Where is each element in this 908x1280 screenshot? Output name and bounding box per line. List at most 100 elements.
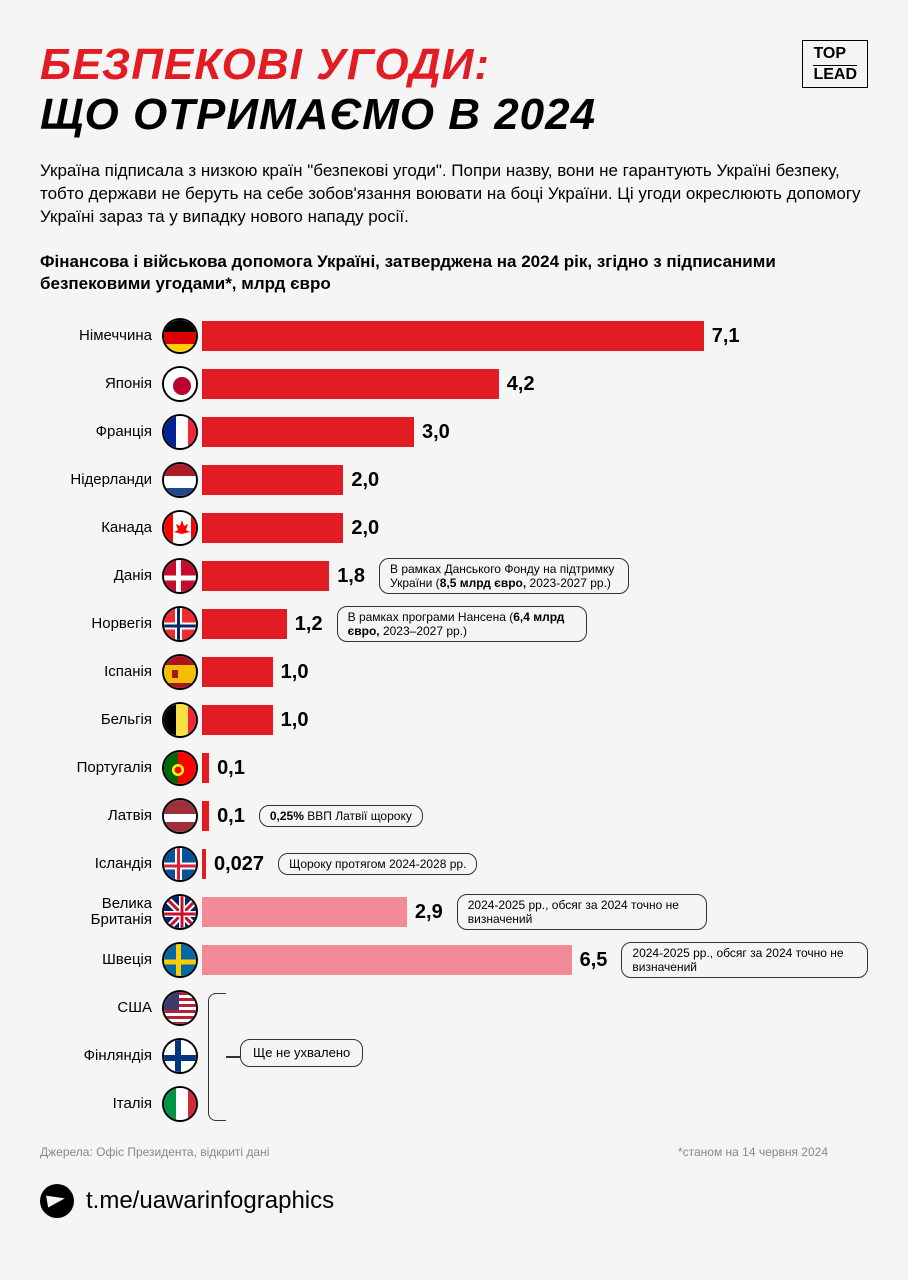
flag-icon bbox=[162, 750, 198, 786]
chart-row: Німеччина7,1 bbox=[40, 315, 868, 357]
country-label: Велика Британія bbox=[40, 896, 160, 929]
flag-icon bbox=[162, 606, 198, 642]
country-label: Норвегія bbox=[40, 616, 160, 633]
country-label: Бельгія bbox=[40, 712, 160, 729]
bar-value: 1,0 bbox=[281, 709, 309, 732]
flag-icon bbox=[162, 318, 198, 354]
bar-value: 0,1 bbox=[217, 805, 245, 828]
chart-row: Велика Британія2,92024-2025 рр., обсяг з… bbox=[40, 891, 868, 933]
bar-container: 0,1 0,25% ВВП Латвії щороку bbox=[200, 801, 868, 831]
country-label: Італія bbox=[40, 1096, 160, 1113]
bar-value: 2,0 bbox=[351, 517, 379, 540]
bar-container: 6,5 2024-2025 рр., обсяг за 2024 точно не… bbox=[200, 942, 868, 979]
country-label: Нідерланди bbox=[40, 472, 160, 489]
bar bbox=[202, 609, 287, 639]
bar-value: 6,5 bbox=[580, 949, 608, 972]
chart-row: Латвія 0,1 0,25% ВВП Латвії щороку bbox=[40, 795, 868, 837]
bar-value: 2,9 bbox=[415, 901, 443, 924]
bar-value: 2,0 bbox=[351, 469, 379, 492]
telegram-icon bbox=[40, 1184, 74, 1218]
bar-container: 0,1 bbox=[200, 753, 868, 783]
chart-row: Нідерланди 2,0 bbox=[40, 459, 868, 501]
bar bbox=[202, 465, 343, 495]
bar-value: 4,2 bbox=[507, 373, 535, 396]
bar-container: 2,0 bbox=[200, 465, 868, 495]
country-label: Іспанія bbox=[40, 664, 160, 681]
bar-container: 0,027Щороку протягом 2024-2028 рр. bbox=[200, 849, 868, 879]
flag-icon bbox=[162, 990, 198, 1026]
bar-container: 2,0 bbox=[200, 513, 868, 543]
flag-icon bbox=[162, 654, 198, 690]
chart-row: Бельгія 1,0 bbox=[40, 699, 868, 741]
bar-chart: Німеччина7,1 Японія 4,2 Франція 3,0 Нідерланд… bbox=[40, 315, 868, 1125]
country-label: Латвія bbox=[40, 808, 160, 825]
country-label: Португалія bbox=[40, 760, 160, 777]
bar-value: 0,1 bbox=[217, 757, 245, 780]
bar bbox=[202, 897, 407, 927]
country-label: Японія bbox=[40, 376, 160, 393]
bar-value: 0,027 bbox=[214, 853, 264, 876]
footer-link: t.me/uawarinfographics bbox=[86, 1187, 334, 1215]
flag-icon bbox=[162, 414, 198, 450]
country-label: Данія bbox=[40, 568, 160, 585]
chart-row: США bbox=[40, 987, 868, 1029]
bar bbox=[202, 369, 499, 399]
chart-row: Швеція 6,5 2024-2025 рр., обсяг за 2024 то… bbox=[40, 939, 868, 981]
chart-row: Фінляндія bbox=[40, 1035, 868, 1077]
bar bbox=[202, 417, 414, 447]
chart-row: Канада 2,0 bbox=[40, 507, 868, 549]
bar-container: 4,2 bbox=[200, 369, 868, 399]
country-label: Канада bbox=[40, 520, 160, 537]
chart-row: Франція 3,0 bbox=[40, 411, 868, 453]
annotation: В рамках програми Нансена (6,4 млрд євро… bbox=[337, 606, 587, 643]
bar bbox=[202, 705, 273, 735]
flag-icon bbox=[162, 846, 198, 882]
flag-icon bbox=[162, 894, 198, 930]
title-line1: БЕЗПЕКОВІ УГОДИ: bbox=[40, 40, 868, 90]
flag-icon bbox=[162, 558, 198, 594]
header: БЕЗПЕКОВІ УГОДИ: ЩО ОТРИМАЄМО В 2024 TOP… bbox=[40, 40, 868, 140]
bar-container: 7,1 bbox=[200, 321, 868, 351]
description-text: Україна підписала з низкою країн "безпек… bbox=[40, 160, 868, 229]
bar-container: 1,0 bbox=[200, 657, 868, 687]
title-line2: ЩО ОТРИМАЄМО В 2024 bbox=[40, 90, 868, 140]
logo-line2: LEAD bbox=[813, 66, 857, 84]
bracket bbox=[208, 993, 226, 1121]
country-label: Франція bbox=[40, 424, 160, 441]
annotation: В рамках Данського Фонду на підтримку Ук… bbox=[379, 558, 629, 595]
flag-icon bbox=[162, 1086, 198, 1122]
chart-row: Японія 4,2 bbox=[40, 363, 868, 405]
bar bbox=[202, 561, 329, 591]
annotation: 2024-2025 рр., обсяг за 2024 точно не ви… bbox=[621, 942, 868, 979]
chart-row: Ісландія 0,027Щороку протягом 2024-2028 р… bbox=[40, 843, 868, 885]
bar bbox=[202, 321, 704, 351]
chart-subtitle: Фінансова і військова допомога Україні, … bbox=[40, 251, 868, 295]
flag-icon bbox=[162, 366, 198, 402]
bar bbox=[202, 753, 209, 783]
flag-icon bbox=[162, 1038, 198, 1074]
flag-icon bbox=[162, 510, 198, 546]
bar bbox=[202, 849, 206, 879]
footnote-text: *станом на 14 червня 2024 bbox=[678, 1145, 828, 1159]
bar-value: 1,0 bbox=[281, 661, 309, 684]
chart-row: Данія 1,8В рамках Данського Фонду на підт… bbox=[40, 555, 868, 597]
bar bbox=[202, 945, 572, 975]
chart-row: Італія bbox=[40, 1083, 868, 1125]
bar-container: 1,0 bbox=[200, 705, 868, 735]
bar-container: 1,8В рамках Данського Фонду на підтримку… bbox=[200, 558, 868, 595]
chart-row: Португалія 0,1 bbox=[40, 747, 868, 789]
bar bbox=[202, 657, 273, 687]
annotation: 0,25% ВВП Латвії щороку bbox=[259, 805, 423, 827]
flag-icon bbox=[162, 462, 198, 498]
country-label: Ісландія bbox=[40, 856, 160, 873]
pending-note: Ще не ухвалено bbox=[240, 1039, 363, 1067]
flag-icon bbox=[162, 942, 198, 978]
country-label: Швеція bbox=[40, 952, 160, 969]
logo-top-lead: TOP LEAD bbox=[802, 40, 868, 88]
bar-value: 3,0 bbox=[422, 421, 450, 444]
country-label: США bbox=[40, 1000, 160, 1017]
chart-row: Іспанія 1,0 bbox=[40, 651, 868, 693]
flag-icon bbox=[162, 798, 198, 834]
bar-value: 7,1 bbox=[712, 325, 740, 348]
footer: t.me/uawarinfographics bbox=[40, 1184, 868, 1218]
